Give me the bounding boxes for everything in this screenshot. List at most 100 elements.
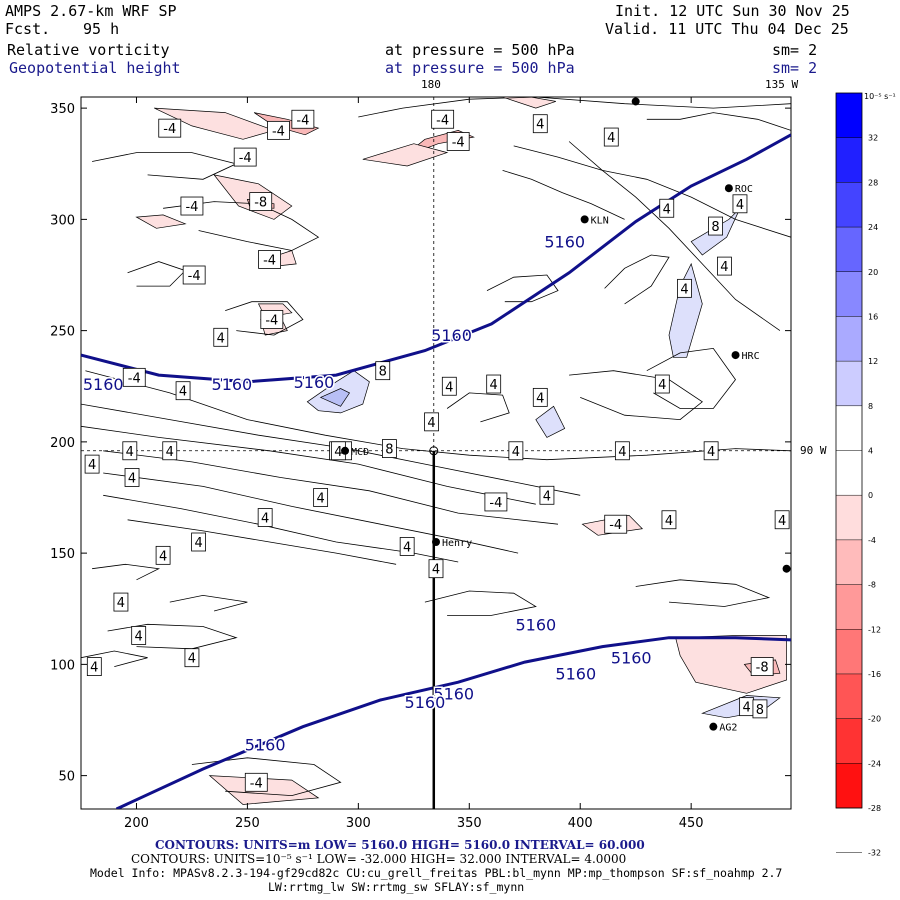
vorticity-label-text: 4 xyxy=(179,385,187,400)
vorticity-contour-18 xyxy=(446,392,510,423)
vorticity-label-text: -4 xyxy=(188,269,201,284)
vorticity-fill-16 xyxy=(675,635,787,694)
vorticity-contour-23 xyxy=(169,594,248,612)
field2-name: Geopotential height xyxy=(9,59,181,77)
vorticity-label-0: -4 xyxy=(158,118,182,138)
vorticity-label-35: 4 xyxy=(84,454,100,474)
vorticity-fill-6 xyxy=(135,214,187,229)
vorticity-label-text: 4 xyxy=(663,202,671,217)
vorticity-label-7: -4 xyxy=(182,265,206,285)
vorticity-label-box xyxy=(399,537,415,556)
model-title: AMPS 2.67-km WRF SP xyxy=(5,2,177,20)
vorticity-label-text: 4 xyxy=(159,549,167,564)
vorticity-label-box xyxy=(249,192,273,211)
vorticity-label-29: 8 xyxy=(382,439,397,458)
vorticity-label-text: 4 xyxy=(720,260,728,275)
vorticity-label-box xyxy=(614,441,630,461)
vorticity-label-54: 8 xyxy=(752,699,768,719)
vorticity-contour-14 xyxy=(92,152,238,180)
colorbar-tick-label: 20 xyxy=(868,268,878,277)
vorticity-contour-3 xyxy=(103,472,519,554)
vorticity-label-46: 4 xyxy=(155,545,171,565)
y-tick-label: 350 xyxy=(50,102,75,117)
vorticity-label-15: 4 xyxy=(603,127,619,147)
vorticity-label-18: 8 xyxy=(708,216,723,236)
vorticity-label-text: -4 xyxy=(609,518,622,533)
vorticity-label-23: 4 xyxy=(424,412,439,432)
vorticity-label-text: -4 xyxy=(265,314,278,329)
vorticity-contour-20 xyxy=(92,563,161,581)
colorbar-tick-label: -28 xyxy=(868,804,881,813)
vorticity-contour-16 xyxy=(225,301,304,336)
vorticity-contour-9 xyxy=(502,170,625,220)
vorticity-label-box xyxy=(428,559,444,579)
vorticity-label-text: 4 xyxy=(90,661,98,676)
colorbar-tick-label: -32 xyxy=(868,849,881,858)
vorticity-label-box xyxy=(244,772,268,792)
field1-smoothing: sm= 2 xyxy=(772,41,818,59)
station-label-Henry: Henry xyxy=(442,538,472,549)
vorticity-label-box xyxy=(603,127,619,147)
vorticity-label-text: 4 xyxy=(135,629,143,644)
y-tick-label: 200 xyxy=(50,436,75,451)
vorticity-contour-12 xyxy=(358,97,791,118)
vorticity-label-13: 4 xyxy=(532,114,548,134)
vorticity-label-box xyxy=(677,278,692,298)
y-tick-label: 250 xyxy=(50,325,75,340)
vorticity-label-text: 8 xyxy=(756,703,764,718)
height-label-9: 5160 xyxy=(405,693,446,712)
vorticity-label-text: -8 xyxy=(756,661,769,676)
field1-name: Relative vorticity xyxy=(7,41,170,59)
vorticity-label-text: 4 xyxy=(432,563,440,578)
vorticity-contour-1 xyxy=(81,425,536,505)
colorbar-segment-8 xyxy=(836,450,862,496)
vorticity-label-box xyxy=(258,250,281,269)
vorticity-fill-12 xyxy=(668,262,703,358)
vorticity-contour-6 xyxy=(85,370,791,461)
station-label-HRC: HRC xyxy=(742,351,760,362)
plot-frame xyxy=(80,96,792,810)
vorticity-label-box xyxy=(122,367,146,387)
height-label-5: 5160 xyxy=(515,615,556,634)
vorticity-label-box xyxy=(233,147,257,167)
pole-marker xyxy=(429,446,439,456)
vorticity-label-25: 4 xyxy=(486,374,502,394)
vorticity-label-text: 4 xyxy=(316,492,324,507)
vorticity-label-box xyxy=(446,132,470,151)
vorticity-label-box xyxy=(532,387,548,407)
height-label-0: 5160 xyxy=(83,375,124,394)
model-info: Model Info: MPASv8.2.3-194-gf29cd82c CU:… xyxy=(90,866,783,880)
vorticity-label-box xyxy=(86,657,102,676)
vorticity-label-text: 4 xyxy=(188,652,196,667)
colorbar-segment-13 xyxy=(836,673,862,719)
vorticity-label-47: 4 xyxy=(428,559,444,579)
vorticity-contour-13 xyxy=(646,112,791,131)
vorticity-label-17: 4 xyxy=(732,194,748,214)
height-label-8: 5160 xyxy=(433,684,474,703)
vorticity-label-53: 4 xyxy=(739,697,755,717)
vorticity-label-box xyxy=(122,441,138,461)
height-label-6: 5160 xyxy=(611,649,652,668)
vorticity-label-24: 8 xyxy=(375,361,391,381)
vorticity-label-box xyxy=(131,626,147,645)
vorticity-label-box xyxy=(532,114,548,134)
vorticity-label-box xyxy=(717,256,732,276)
vorticity-label-51: 4 xyxy=(86,657,102,676)
colorbar-segment-9 xyxy=(836,495,862,540)
vorticity-label-box xyxy=(257,508,273,527)
vorticity-label-38: -4 xyxy=(484,492,508,512)
vorticity-label-text: 4 xyxy=(512,445,520,460)
colorbar-tick-label: -8 xyxy=(868,581,876,590)
colorbar-tick-label: 24 xyxy=(868,223,878,232)
colorbar-tick-label: -20 xyxy=(868,715,881,724)
vorticity-label-box xyxy=(539,485,555,505)
colorbar-tick-label: 32 xyxy=(868,134,878,143)
vorticity-label-box xyxy=(184,648,200,668)
vorticity-label-text: 4 xyxy=(707,445,715,460)
vorticity-label-text: 4 xyxy=(736,198,744,213)
height-label-7: 5160 xyxy=(555,664,596,683)
colorbar-segment-7 xyxy=(836,405,862,451)
vorticity-label-text: 4 xyxy=(126,445,134,460)
vorticity-label-19: 4 xyxy=(717,256,732,276)
colorbar-tick-label: 4 xyxy=(868,447,873,456)
